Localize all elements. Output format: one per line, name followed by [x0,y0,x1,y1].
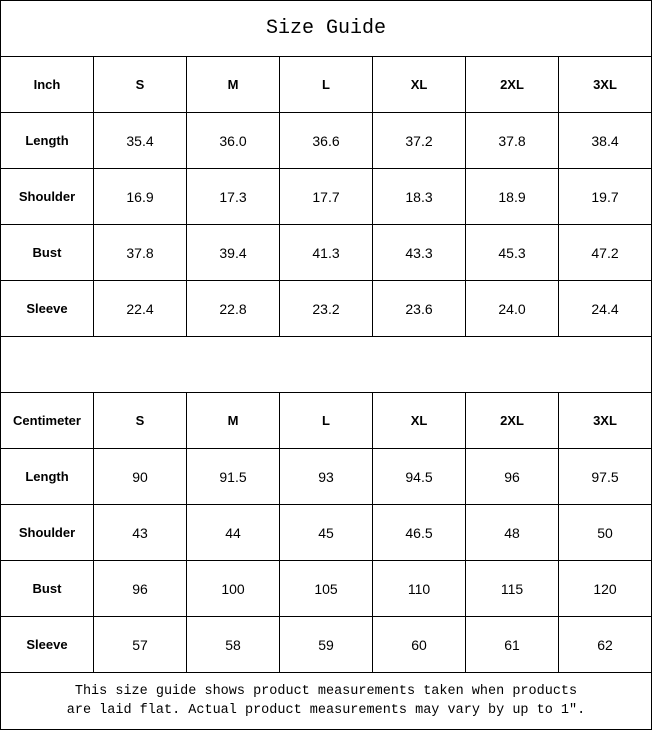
value-cell: 23.6 [372,280,466,337]
value-cell: 45 [279,504,373,561]
value-cell: 23.2 [279,280,373,337]
row-label: Shoulder [0,168,94,225]
value-cell: 50 [558,504,652,561]
table-row: Sleeve 57 58 59 60 61 62 [0,616,652,673]
value-cell: 59 [279,616,373,673]
value-cell: 110 [372,560,466,617]
row-label: Length [0,448,94,505]
size-header: L [279,56,373,113]
row-label: Bust [0,224,94,281]
value-cell: 37.8 [465,112,559,169]
value-cell: 18.9 [465,168,559,225]
footer-line-1: This size guide shows product measuremen… [74,684,578,699]
size-header: S [93,392,187,449]
size-header: 3XL [558,56,652,113]
value-cell: 38.4 [558,112,652,169]
value-cell: 57 [93,616,187,673]
table-row: Bust 96 100 105 110 115 120 [0,560,652,617]
value-cell: 22.4 [93,280,187,337]
value-cell: 96 [465,448,559,505]
size-header: L [279,392,373,449]
value-cell: 19.7 [558,168,652,225]
value-cell: 36.0 [186,112,280,169]
value-cell: 58 [186,616,280,673]
row-label: Bust [0,560,94,617]
value-cell: 100 [186,560,280,617]
size-header: 2XL [465,56,559,113]
value-cell: 120 [558,560,652,617]
value-cell: 36.6 [279,112,373,169]
table-row: Bust 37.8 39.4 41.3 43.3 45.3 47.2 [0,224,652,281]
value-cell: 91.5 [186,448,280,505]
value-cell: 43 [93,504,187,561]
cm-header-row: Centimeter S M L XL 2XL 3XL [0,392,652,449]
value-cell: 17.3 [186,168,280,225]
table-row: Sleeve 22.4 22.8 23.2 23.6 24.0 24.4 [0,280,652,337]
inch-header-row: Inch S M L XL 2XL 3XL [0,56,652,113]
value-cell: 17.7 [279,168,373,225]
cm-unit-label: Centimeter [0,392,94,449]
value-cell: 22.8 [186,280,280,337]
table-row: Length 35.4 36.0 36.6 37.2 37.8 38.4 [0,112,652,169]
footer-note: This size guide shows product measuremen… [0,672,652,730]
value-cell: 45.3 [465,224,559,281]
value-cell: 48 [465,504,559,561]
page-title: Size Guide [0,0,652,57]
value-cell: 43.3 [372,224,466,281]
spacer-row [0,336,652,393]
row-label: Length [0,112,94,169]
size-header: M [186,392,280,449]
table-row: Length 90 91.5 93 94.5 96 97.5 [0,448,652,505]
table-row: Shoulder 16.9 17.3 17.7 18.3 18.9 19.7 [0,168,652,225]
row-label: Shoulder [0,504,94,561]
value-cell: 46.5 [372,504,466,561]
value-cell: 62 [558,616,652,673]
value-cell: 37.2 [372,112,466,169]
size-header: 3XL [558,392,652,449]
value-cell: 16.9 [93,168,187,225]
value-cell: 97.5 [558,448,652,505]
value-cell: 115 [465,560,559,617]
value-cell: 94.5 [372,448,466,505]
size-header: S [93,56,187,113]
value-cell: 61 [465,616,559,673]
value-cell: 39.4 [186,224,280,281]
table-row: Shoulder 43 44 45 46.5 48 50 [0,504,652,561]
footer-line-2: are laid flat. Actual product measuremen… [66,703,586,718]
row-label: Sleeve [0,280,94,337]
value-cell: 24.4 [558,280,652,337]
value-cell: 93 [279,448,373,505]
size-header: XL [372,392,466,449]
value-cell: 47.2 [558,224,652,281]
size-header: 2XL [465,392,559,449]
value-cell: 96 [93,560,187,617]
value-cell: 60 [372,616,466,673]
size-header: M [186,56,280,113]
value-cell: 37.8 [93,224,187,281]
value-cell: 90 [93,448,187,505]
value-cell: 35.4 [93,112,187,169]
value-cell: 24.0 [465,280,559,337]
row-label: Sleeve [0,616,94,673]
size-header: XL [372,56,466,113]
inch-unit-label: Inch [0,56,94,113]
value-cell: 44 [186,504,280,561]
value-cell: 41.3 [279,224,373,281]
value-cell: 105 [279,560,373,617]
value-cell: 18.3 [372,168,466,225]
